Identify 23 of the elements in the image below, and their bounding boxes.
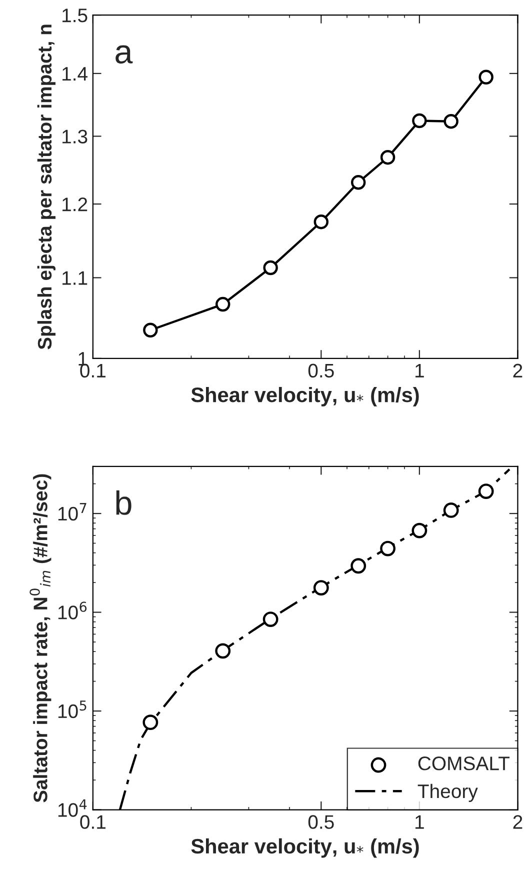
y-tick-label: 1.4 xyxy=(62,67,88,81)
y-axis-title: Splash ejecta per saltator impact, n xyxy=(37,24,56,350)
legend-label: Theory xyxy=(418,784,478,802)
annotation: b xyxy=(116,490,132,515)
x-axis-title: Shear velocity, u$_{*}$ (m/s) xyxy=(191,838,419,858)
y-axis-title: Saltator impact rate, N$^{0}$$_{im}$ (#/m²/sec) xyxy=(30,474,52,802)
y-tick-label: 10$^{6}$ xyxy=(58,602,87,620)
y-tick-label: 10$^{5}$ xyxy=(58,700,86,718)
y-tick-label: 1.1 xyxy=(62,271,88,285)
y-tick-label: 1.5 xyxy=(62,8,88,22)
x-tick-label: 0.5 xyxy=(308,815,334,829)
y-tick-label: 10$^{7}$ xyxy=(58,503,86,521)
y-tick-label: 1.3 xyxy=(62,130,88,144)
x-tick-label: 0.1 xyxy=(80,815,106,829)
x-tick-label: 1 xyxy=(416,815,424,829)
x-tick-label: 2 xyxy=(513,815,522,829)
x-tick-label: 0.5 xyxy=(308,364,334,378)
y-tick-label: 1.2 xyxy=(62,197,88,212)
legend-label: COMSALT xyxy=(418,756,510,770)
x-tick-label: 1 xyxy=(416,364,424,378)
x-tick-label: 2 xyxy=(513,364,522,378)
annotation: a xyxy=(116,45,133,64)
x-axis-title: Shear velocity, u$_{*}$ (m/s) xyxy=(191,386,419,406)
